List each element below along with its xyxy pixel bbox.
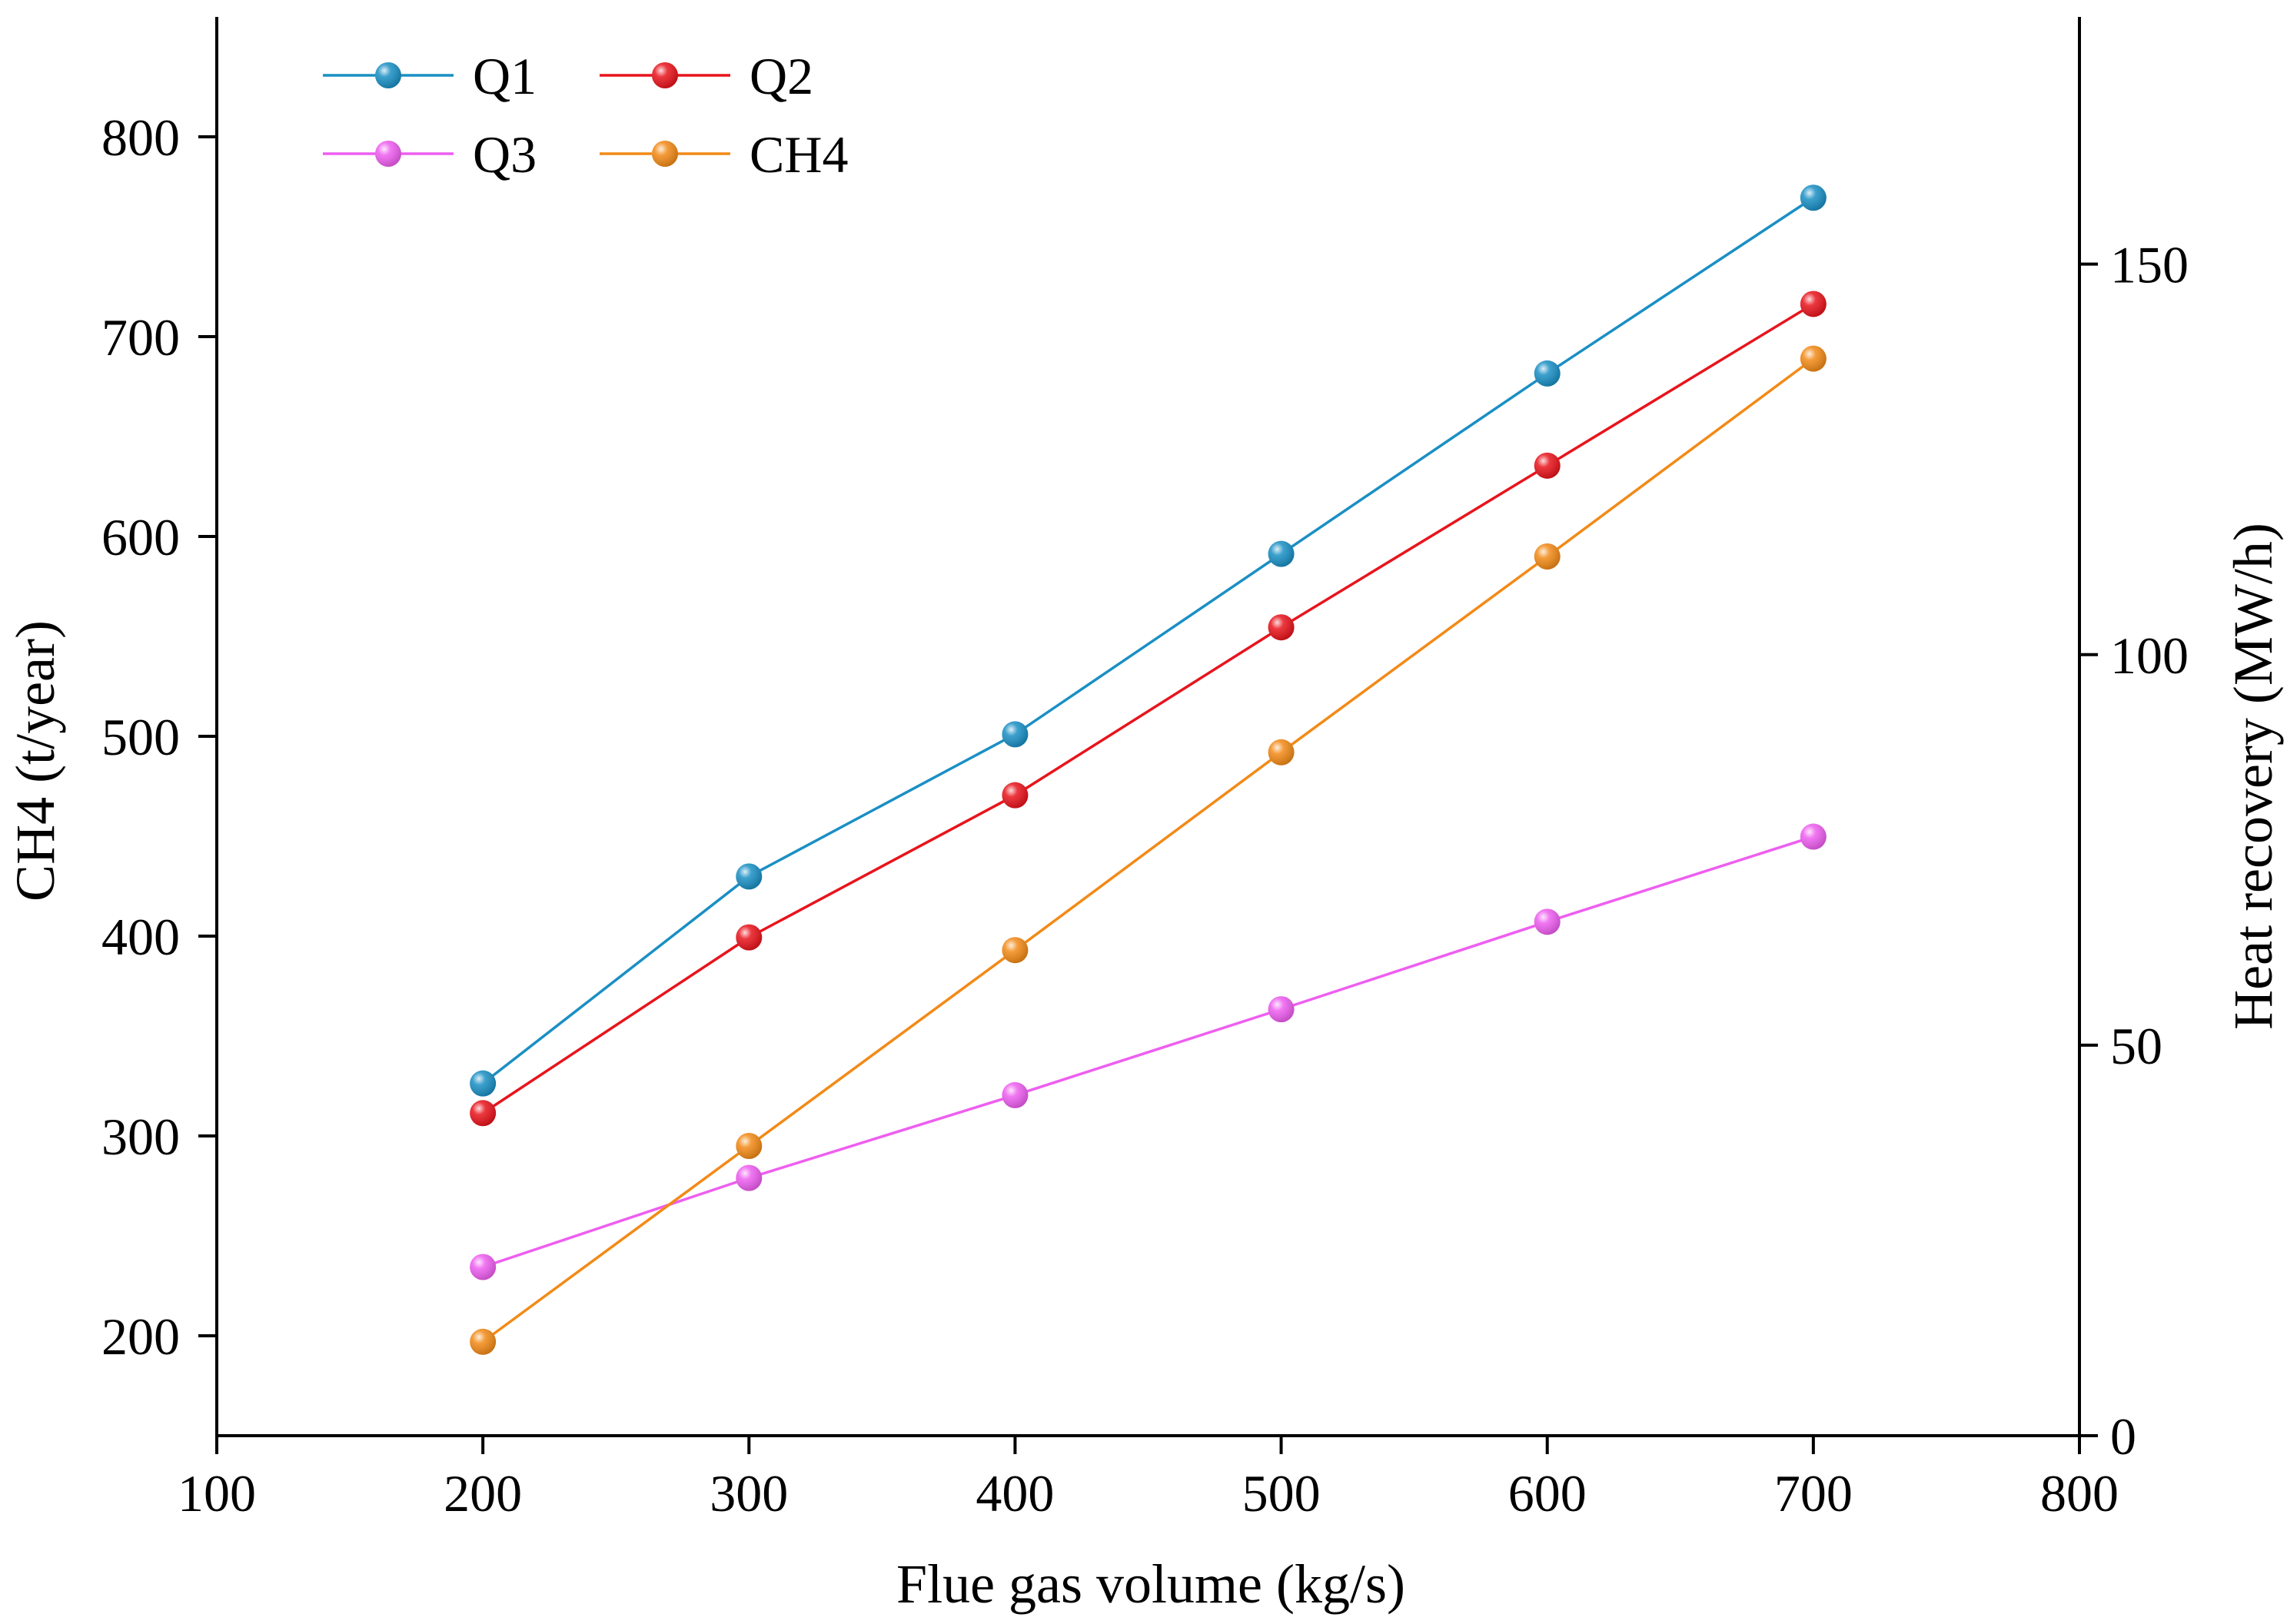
data-point-shine-ch4 — [736, 1133, 763, 1159]
x-tick-label: 600 — [1508, 1464, 1587, 1523]
data-point-shine-q2 — [1002, 782, 1029, 809]
y-left-tick-label: 300 — [101, 1108, 180, 1166]
data-point-shine-q1 — [1268, 540, 1295, 567]
data-point-shine-ch4 — [1800, 345, 1827, 372]
series-line-q2 — [482, 302, 1814, 1114]
y-right-tick-label: 50 — [2110, 1017, 2162, 1075]
y-left-tick-label: 400 — [101, 908, 180, 966]
data-point-shine-q2 — [1534, 452, 1561, 479]
data-point-shine-q3 — [470, 1254, 497, 1280]
series-layer — [470, 184, 1827, 1355]
data-point-shine-q2 — [1800, 291, 1827, 317]
y-axis-title-right: Heat recovery (MW/h) — [2222, 523, 2284, 1030]
series-q1 — [470, 184, 1827, 1097]
y-left-tick-label: 200 — [101, 1307, 180, 1366]
series-ch4 — [470, 345, 1827, 1355]
data-point-shine-q3 — [1534, 908, 1561, 935]
series-line-ch4 — [482, 357, 1814, 1343]
data-point-shine-q1 — [1002, 721, 1029, 748]
legend-marker-shine-ch4 — [652, 141, 678, 167]
legend-item-q2: Q2 — [600, 47, 813, 105]
x-axis-title: Flue gas volume (kg/s) — [896, 1553, 1405, 1615]
y-left-tick-label: 500 — [101, 708, 180, 766]
legend-marker-shine-q1 — [375, 62, 401, 88]
data-point-shine-ch4 — [1268, 739, 1295, 766]
legend-label-q3: Q3 — [473, 125, 537, 184]
data-point-shine-q2 — [736, 924, 763, 951]
legend-item-q1: Q1 — [323, 47, 537, 105]
data-point-shine-q1 — [1534, 360, 1561, 387]
x-tick-label: 200 — [444, 1464, 522, 1523]
legend-label-q1: Q1 — [473, 47, 537, 105]
data-point-shine-q1 — [470, 1070, 497, 1097]
data-point-shine-q3 — [1800, 823, 1827, 850]
data-point-shine-ch4 — [470, 1328, 497, 1355]
y-left-tick-label: 800 — [101, 108, 180, 167]
axes-frame: 100 200 300 400 500 600 700 8002003004005006007… — [101, 17, 2189, 1523]
data-point-shine-q1 — [736, 863, 763, 890]
y-axis-title-left: CH4 (t/year) — [5, 620, 66, 902]
series-line-q1 — [482, 196, 1814, 1085]
legend-marker-shine-q2 — [652, 62, 678, 88]
data-point-shine-q3 — [1002, 1081, 1029, 1108]
x-tick-label: 100 — [178, 1464, 256, 1523]
data-point-shine-q1 — [1800, 184, 1827, 211]
legend-item-ch4: CH4 — [600, 125, 848, 184]
data-point-shine-q3 — [736, 1164, 763, 1191]
x-tick-label: 700 — [1774, 1464, 1853, 1523]
legend-marker-shine-q3 — [375, 141, 401, 167]
legend-label-ch4: CH4 — [750, 125, 848, 184]
y-right-tick-label: 100 — [2110, 626, 2189, 685]
x-tick-label: 800 — [2040, 1464, 2119, 1523]
series-line-q3 — [482, 835, 1814, 1269]
series-q3 — [470, 823, 1827, 1280]
y-left-tick-label: 700 — [101, 308, 180, 367]
legend: Q1 Q2 Q3 CH4 — [323, 47, 848, 184]
series-q2 — [470, 291, 1827, 1127]
data-point-shine-q2 — [1268, 614, 1295, 641]
legend-item-q3: Q3 — [323, 125, 537, 184]
legend-label-q2: Q2 — [750, 47, 813, 105]
x-tick-label: 400 — [976, 1464, 1054, 1523]
y-right-tick-label: 0 — [2110, 1407, 2136, 1466]
y-right-tick-label: 150 — [2110, 236, 2189, 294]
data-point-shine-ch4 — [1002, 937, 1029, 964]
data-point-shine-ch4 — [1534, 543, 1561, 570]
y-left-tick-label: 600 — [101, 508, 180, 566]
x-tick-label: 500 — [1242, 1464, 1321, 1523]
data-point-shine-q3 — [1268, 996, 1295, 1023]
data-point-shine-q2 — [470, 1100, 497, 1127]
x-tick-label: 300 — [710, 1464, 788, 1523]
